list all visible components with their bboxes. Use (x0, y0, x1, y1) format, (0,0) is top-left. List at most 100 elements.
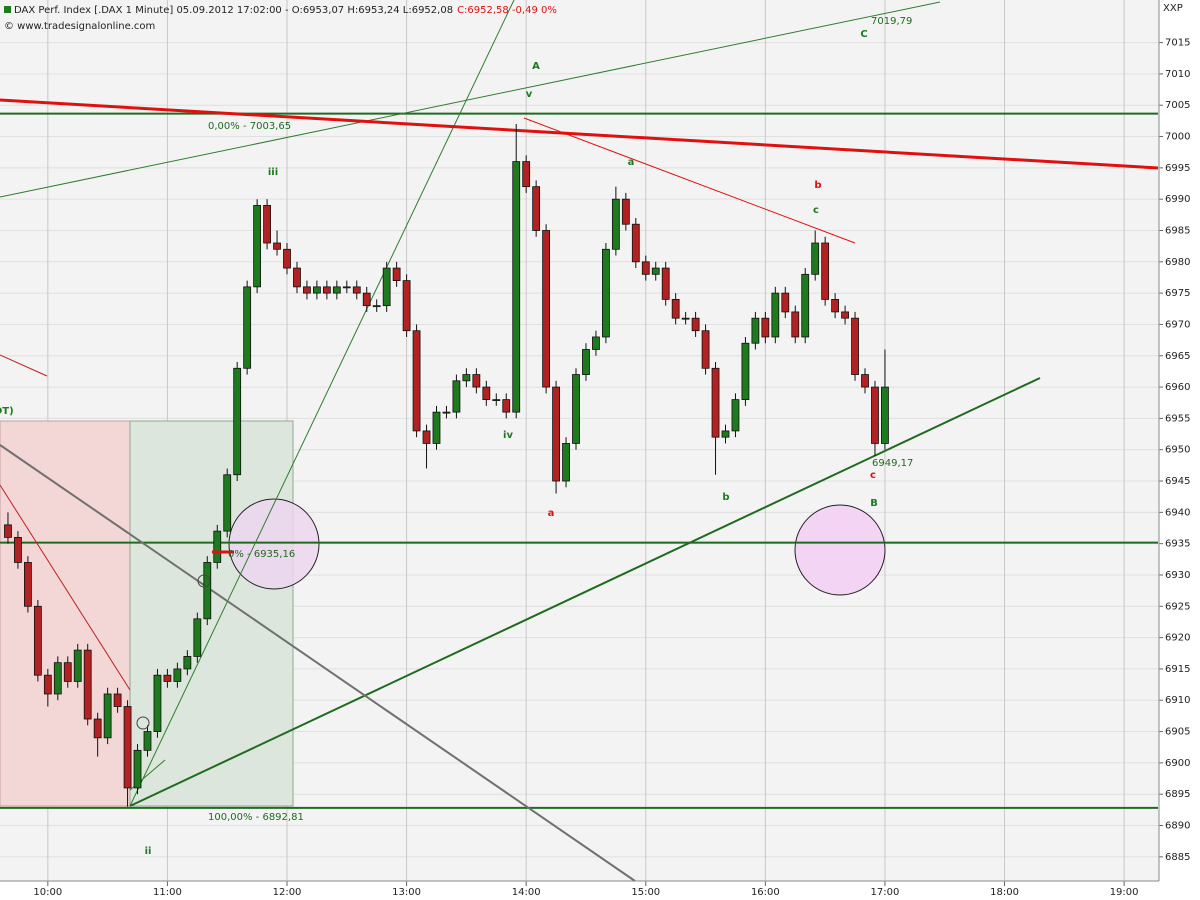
y-tick-label: 6890 (1165, 821, 1190, 832)
candle-body (352, 286, 361, 294)
trend-line (0, 354, 48, 377)
candle-body (412, 330, 421, 432)
x-tick-label: 18:00 (990, 887, 1019, 898)
x-axis-panel (0, 881, 1200, 900)
green-zone (129, 420, 294, 807)
x-tick-label: 17:00 (871, 887, 900, 898)
close-info: C:6952,58 -0,49 0% (457, 5, 557, 16)
candle-body (203, 562, 212, 620)
anchor-marker (136, 716, 150, 730)
candle-body (811, 242, 820, 275)
candle-body (631, 223, 640, 263)
candle-body (93, 718, 102, 739)
candle-body (193, 618, 202, 657)
candle-body (14, 536, 22, 563)
annotation: iii (268, 167, 278, 178)
y-tick-label: 7000 (1165, 132, 1190, 143)
candle-body (24, 562, 32, 607)
candle-body (143, 731, 152, 751)
x-tick-label: 15:00 (631, 887, 660, 898)
y-tick-label: 6920 (1165, 633, 1190, 644)
candle-body (851, 317, 859, 375)
y-tick-label: 7010 (1165, 69, 1190, 80)
candle-body (871, 386, 879, 444)
candle-body (213, 530, 222, 563)
candle-body (452, 380, 461, 413)
annotation: 6949,17 (872, 458, 913, 469)
annotation: b (722, 492, 729, 503)
candle-body (791, 311, 800, 338)
candle-body (322, 286, 331, 294)
candle-body (372, 305, 381, 308)
candle-body (263, 205, 271, 244)
candle-body (332, 286, 341, 294)
annotation: 0,00% - 7003,65 (208, 121, 291, 132)
y-tick-label: 6915 (1165, 664, 1190, 675)
candle-body (552, 386, 560, 482)
candle-body (671, 298, 680, 319)
candle-body (362, 292, 371, 307)
target-circle (794, 504, 886, 596)
trend-line (129, 0, 515, 807)
y-tick-label: 6905 (1165, 727, 1190, 738)
candle-body (751, 317, 760, 344)
trend-line (0, 1, 941, 198)
y-tick-label: 6925 (1165, 601, 1190, 612)
candle-body (33, 605, 42, 676)
candle-body (432, 411, 441, 444)
candle-body (4, 524, 12, 538)
annotation: ii (145, 846, 152, 857)
candle-body (761, 317, 770, 338)
y-tick-label: 6885 (1165, 852, 1190, 863)
annotation: c (870, 470, 876, 481)
y-axis-panel (1159, 0, 1200, 900)
x-tick-label: 13:00 (392, 887, 421, 898)
candle-body (342, 286, 351, 289)
y-tick-label: 6950 (1165, 445, 1190, 456)
y-tick-label: 6980 (1165, 257, 1190, 268)
candle-body (572, 374, 580, 444)
annotations: Av iii iv ii a a b b c c B C 7019,79 6949,17 0,00% - 7… (0, 16, 913, 857)
candle-body (681, 317, 690, 320)
candle-body (153, 674, 162, 732)
candle-body (53, 662, 62, 695)
candle-body (502, 399, 511, 413)
y-tick-label: 7005 (1165, 100, 1190, 111)
candle-body (233, 367, 242, 476)
y-tick-label: 6995 (1165, 163, 1190, 174)
annotation: iv (503, 430, 513, 441)
annotation: B (870, 498, 878, 509)
candle-body (582, 349, 590, 375)
candle-body (532, 186, 541, 231)
x-tick-label: 11:00 (153, 887, 182, 898)
candle-body (402, 280, 411, 332)
candle-body (283, 248, 291, 269)
candle-body (602, 248, 610, 338)
candles (4, 124, 889, 807)
annotation: DT) (0, 406, 14, 417)
axes: 6885 6890 6895 6900 6905 6910 6915 6920 6925 6930… (33, 38, 1190, 898)
annotation: b (814, 180, 821, 191)
annotation: v (526, 89, 533, 100)
candle-body (831, 298, 840, 313)
source: © www.tradesignalonline.com (4, 21, 155, 32)
candle-body (73, 649, 82, 682)
y-tick-label: 6930 (1165, 570, 1190, 581)
y-tick-label: 6895 (1165, 789, 1190, 800)
candle-body (522, 161, 531, 188)
candle-body (881, 386, 889, 444)
resistance-line (0, 98, 1159, 170)
candle-body (512, 161, 521, 413)
corner-label: XXP (1163, 3, 1183, 14)
candle-body (861, 374, 869, 388)
y-tick-label: 6955 (1165, 413, 1190, 424)
symbol-icon (4, 6, 11, 13)
candle-body (382, 267, 391, 307)
candle-body (472, 374, 481, 388)
x-tick-label: 10:00 (33, 887, 62, 898)
anchor-marker (197, 574, 211, 588)
candle-body (273, 242, 281, 250)
candle-body (442, 411, 451, 414)
